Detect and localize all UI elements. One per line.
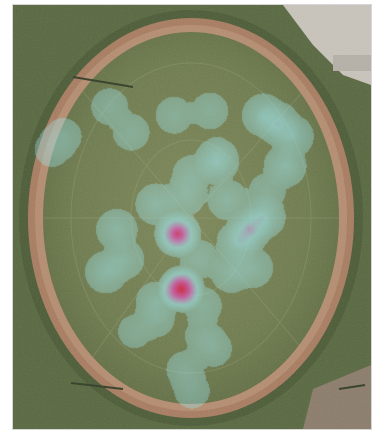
heatmap-canvas <box>13 5 371 429</box>
aerial-field-image <box>13 5 371 429</box>
heatmap-map-view[interactable] <box>12 4 372 430</box>
heatmap-overlay <box>13 5 371 429</box>
